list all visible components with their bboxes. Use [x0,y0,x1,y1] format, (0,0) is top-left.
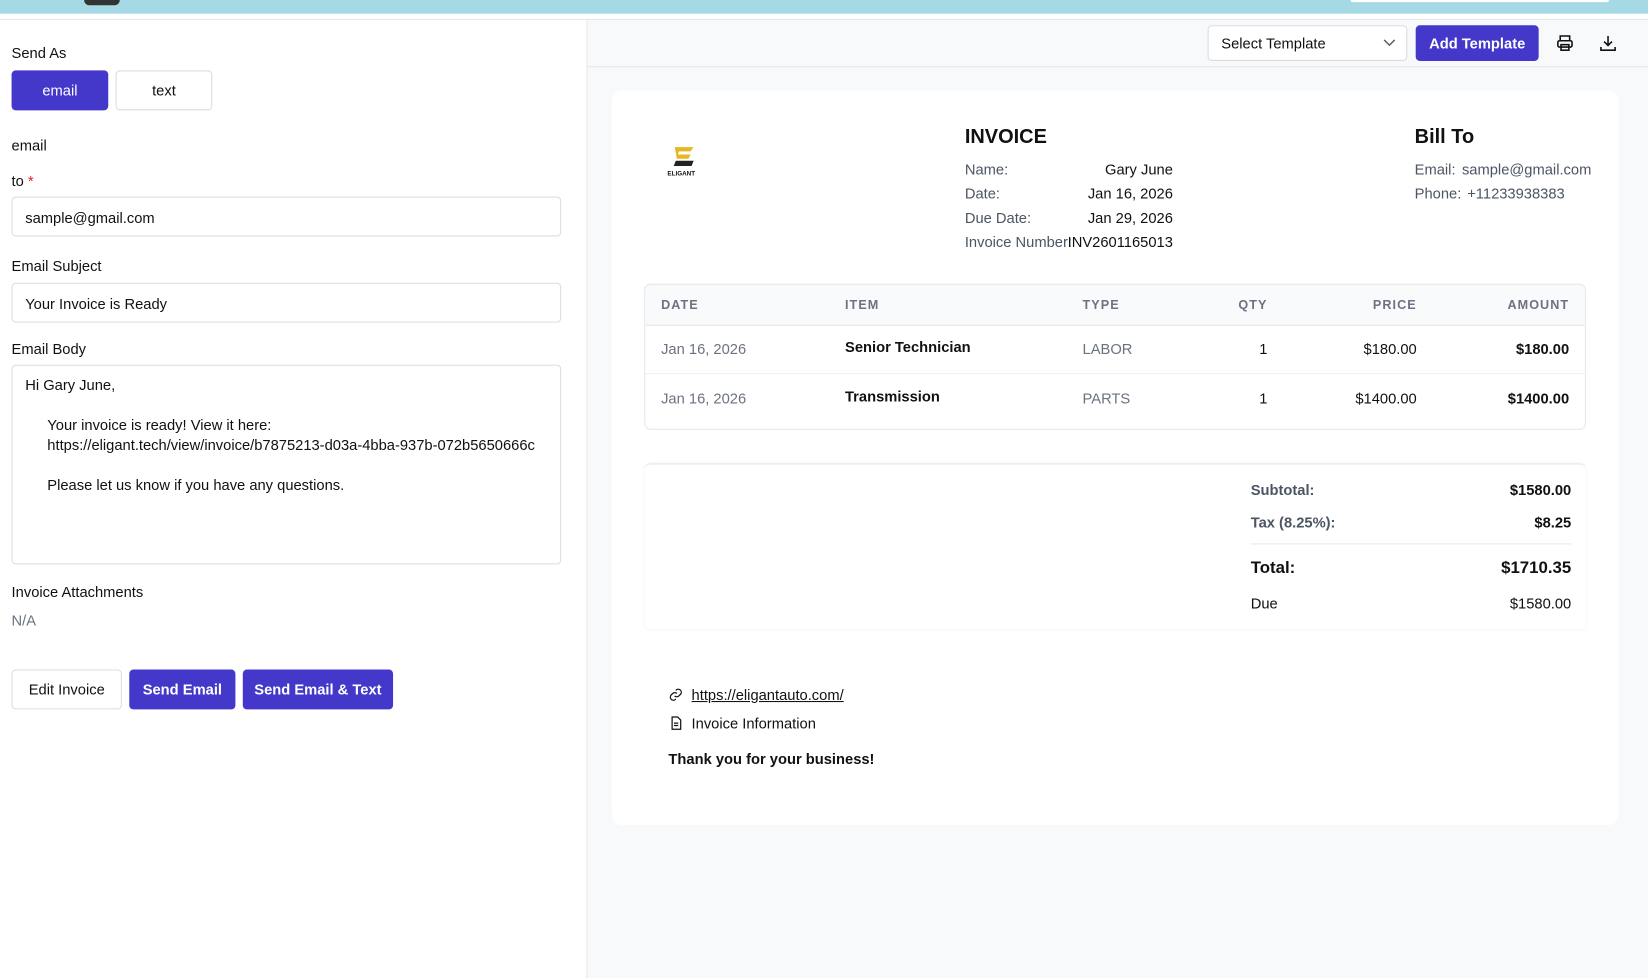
bill-label: Email: [1414,160,1456,178]
table-header-cell: TYPE [1082,297,1120,313]
template-select[interactable]: Select Template [1207,25,1408,61]
table-cell: $1400.00 [1507,389,1570,407]
download-icon[interactable] [1599,34,1618,53]
table-header [645,284,1585,326]
table-cell: 1 [1259,389,1268,407]
table-header-cell: PRICE [1372,297,1417,313]
send-email-text-button[interactable]: Send Email & Text [242,669,394,710]
label: to * [12,172,34,189]
divider [587,66,1648,68]
attachments-value: N/A [11,611,37,629]
search-box[interactable] [1350,0,1610,3]
send-as-text[interactable]: text [115,70,213,111]
chevron [1383,39,1396,47]
print-icon[interactable] [1555,34,1574,53]
body-line: Please let us know if you have any quest… [47,476,345,493]
bill-to-title: Bill To [1414,126,1475,149]
table-cell: 1 [1259,340,1268,358]
top-bar [0,0,1648,14]
add-template-button[interactable]: Add Template [1415,25,1539,61]
bill-value: +11233938383 [1467,184,1565,202]
total-value: $1580.00 [1509,481,1572,499]
table-cell: Transmission [845,387,940,405]
total-label: Total: [1250,559,1296,577]
table-cell: LABOR [1082,340,1133,358]
invoice-info-link[interactable]: Invoice Information [691,714,816,732]
required-mark: * [27,172,34,190]
detail-value: Jan 29, 2026 [1087,209,1173,226]
subject-input[interactable]: Your Invoice is Ready [11,282,562,323]
bill-value: sample@gmail.com [1461,160,1592,178]
total-value: $8.25 [1534,513,1572,531]
totals-divider [1250,543,1572,545]
items-table: DATE ITEM TYPE QTY PRICE AMOUNT Jan 16, 2026 Se… [644,283,1586,430]
detail-label: Due Date: [964,209,1032,226]
label: to [11,172,24,190]
total-label: Subtotal: [1250,481,1315,499]
label: Email Body [11,340,86,358]
detail-value: INV2601165013 [1067,233,1173,251]
doc-icon [671,716,682,730]
detail-label: Name: [964,160,1009,178]
website-link[interactable]: https://eligantauto.com/ [691,686,844,704]
top-icon[interactable] [84,0,120,6]
body-textarea[interactable]: Hi Gary June, Your invoice is ready! Vie… [11,364,562,565]
totals-card [644,463,1586,629]
detail-label: Invoice Number: [964,233,1072,251]
table-header-cell: DATE [661,297,699,313]
body-line: https://eligant.tech/view/invoice/b78752… [47,436,535,453]
bill-label: Phone: [1414,184,1462,202]
table-cell: Jan 16, 2026 [661,340,747,358]
row-divider [645,373,1585,375]
table-cell: Jan 16, 2026 [661,389,747,407]
total-value: $1580.00 [1509,594,1572,612]
edit-invoice-button[interactable]: Edit Invoice [11,669,122,710]
table-cell: $1400.00 [1355,389,1417,407]
table-cell: PARTS [1082,389,1131,407]
label: Invoice Attachments [11,583,144,601]
send-as-email[interactable]: email [11,70,109,111]
table-header-cell: AMOUNT [1507,297,1570,313]
detail-value: Jan 16, 2026 [1087,184,1173,202]
table-cell: Senior Technician [845,338,971,356]
section-label: email [11,136,47,154]
logo-text: ELIGANT [667,171,696,178]
table-cell: $180.00 [1363,340,1417,358]
invoice-card [611,90,1619,826]
label: Send As [11,44,67,61]
body-line: Hi Gary June, [25,376,116,394]
table-cell: $180.00 [1515,340,1570,358]
total-label: Due [1250,594,1278,612]
table-header-cell: ITEM [845,297,880,313]
detail-label: Date: [964,184,1000,202]
detail-value: Gary June [1105,160,1173,178]
thanks: Thank you for your business! [668,750,875,768]
send-email-button[interactable]: Send Email [129,669,236,710]
label: Email Subject [11,257,102,275]
send-panel [0,18,588,978]
table-header-cell: QTY [1238,297,1268,313]
body-line: Your invoice is ready! View it here: [47,416,272,434]
logo [673,147,694,167]
total-label: Tax (8.25%): [1250,513,1336,531]
total-value: $1710.35 [1501,559,1572,577]
to-input[interactable]: sample@gmail.com [11,196,562,237]
select-text: Select Template [1221,34,1326,52]
invoice-title: INVOICE [964,126,1047,149]
link-icon [669,688,682,701]
